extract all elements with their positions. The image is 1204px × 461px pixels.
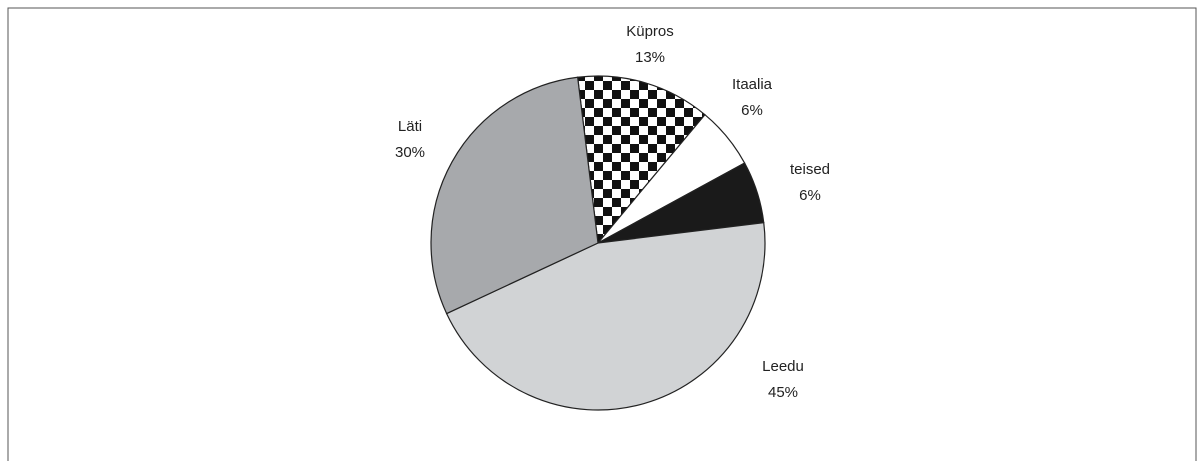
slice-value: 6% [741, 102, 763, 119]
slice-value: 30% [395, 144, 425, 161]
slice-label: Itaalia [732, 76, 773, 93]
pie-slice [430, 76, 599, 315]
slice-label: Küpros [626, 23, 674, 40]
pie-slice [445, 221, 766, 411]
pie-slice [576, 75, 706, 245]
slice-label: Läti [398, 118, 422, 135]
slice-label: teised [790, 161, 830, 178]
slice-label: Leedu [762, 358, 804, 375]
slice-value: 6% [799, 187, 821, 204]
slice-value: 45% [768, 384, 798, 401]
slice-value: 13% [635, 49, 665, 66]
frame [7, 7, 1197, 461]
